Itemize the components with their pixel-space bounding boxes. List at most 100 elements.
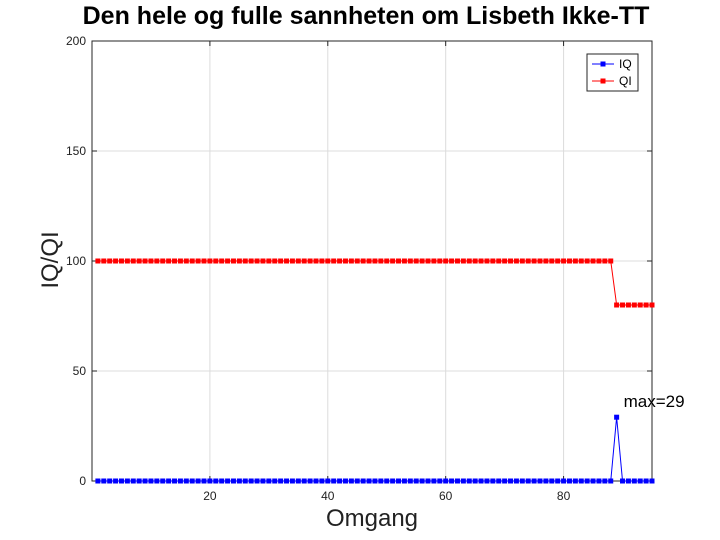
y-tick-label: 0 bbox=[79, 474, 86, 488]
data-point bbox=[284, 258, 290, 264]
data-point bbox=[401, 478, 407, 484]
data-point bbox=[348, 258, 354, 264]
data-point bbox=[390, 478, 396, 484]
data-point bbox=[219, 478, 225, 484]
data-point bbox=[466, 258, 472, 264]
data-point bbox=[643, 478, 649, 484]
data-point bbox=[443, 258, 449, 264]
data-point bbox=[396, 478, 402, 484]
data-point bbox=[172, 478, 178, 484]
data-point bbox=[189, 478, 195, 484]
data-point bbox=[454, 258, 460, 264]
data-point bbox=[596, 478, 602, 484]
data-point bbox=[289, 478, 295, 484]
data-point bbox=[307, 258, 313, 264]
data-point bbox=[484, 258, 490, 264]
data-point bbox=[130, 258, 136, 264]
data-point bbox=[278, 478, 284, 484]
data-point bbox=[614, 302, 620, 308]
data-point bbox=[148, 478, 154, 484]
data-point bbox=[401, 258, 407, 264]
data-point bbox=[272, 478, 278, 484]
y-tick-label: 100 bbox=[66, 254, 86, 268]
data-point bbox=[425, 478, 431, 484]
data-point bbox=[183, 478, 189, 484]
data-point bbox=[596, 258, 602, 264]
data-point bbox=[460, 258, 466, 264]
data-point bbox=[543, 478, 549, 484]
data-point bbox=[101, 478, 107, 484]
chart-title: Den hele og fulle sannheten om Lisbeth I… bbox=[83, 2, 650, 30]
data-point bbox=[366, 258, 372, 264]
series-layer bbox=[95, 258, 655, 484]
data-point bbox=[561, 478, 567, 484]
data-point bbox=[160, 258, 166, 264]
data-point bbox=[566, 258, 572, 264]
data-point bbox=[313, 258, 319, 264]
data-point bbox=[443, 478, 449, 484]
data-point bbox=[113, 258, 119, 264]
data-point bbox=[354, 258, 360, 264]
data-point bbox=[242, 258, 248, 264]
data-point bbox=[225, 478, 231, 484]
data-point bbox=[118, 258, 124, 264]
data-point bbox=[360, 258, 366, 264]
data-point bbox=[154, 478, 160, 484]
data-point bbox=[631, 302, 637, 308]
data-point bbox=[366, 478, 372, 484]
data-point bbox=[154, 258, 160, 264]
data-point bbox=[360, 478, 366, 484]
data-point bbox=[201, 478, 207, 484]
data-point bbox=[384, 258, 390, 264]
data-point bbox=[213, 478, 219, 484]
data-point bbox=[236, 478, 242, 484]
data-point bbox=[189, 258, 195, 264]
data-point bbox=[354, 478, 360, 484]
data-point bbox=[537, 258, 543, 264]
y-tick-label: 200 bbox=[66, 34, 86, 48]
data-point bbox=[643, 302, 649, 308]
y-axis-label: IQ/QI bbox=[37, 231, 64, 288]
data-point bbox=[513, 258, 519, 264]
data-point bbox=[195, 478, 201, 484]
data-point bbox=[508, 478, 514, 484]
data-point bbox=[490, 478, 496, 484]
data-point bbox=[584, 258, 590, 264]
data-point bbox=[425, 258, 431, 264]
data-point bbox=[525, 258, 531, 264]
data-point bbox=[295, 258, 301, 264]
data-point bbox=[130, 478, 136, 484]
data-point bbox=[195, 258, 201, 264]
data-point bbox=[113, 478, 119, 484]
data-point bbox=[213, 258, 219, 264]
data-point bbox=[508, 258, 514, 264]
data-point bbox=[519, 478, 525, 484]
y-tick-label: 150 bbox=[66, 144, 86, 158]
data-point bbox=[437, 478, 443, 484]
data-point bbox=[555, 258, 561, 264]
data-point bbox=[136, 258, 142, 264]
data-point bbox=[266, 478, 272, 484]
data-point bbox=[614, 414, 620, 420]
series-line bbox=[97, 260, 652, 306]
data-point bbox=[437, 258, 443, 264]
data-point bbox=[278, 258, 284, 264]
data-point bbox=[502, 258, 508, 264]
data-point bbox=[289, 258, 295, 264]
data-point bbox=[284, 478, 290, 484]
y-tick-label: 50 bbox=[73, 364, 87, 378]
data-point bbox=[307, 478, 313, 484]
data-point bbox=[466, 478, 472, 484]
data-point bbox=[572, 478, 578, 484]
x-axis-label: Omgang bbox=[326, 505, 418, 532]
data-point bbox=[248, 258, 254, 264]
data-point bbox=[325, 258, 331, 264]
data-point bbox=[384, 478, 390, 484]
data-point bbox=[230, 478, 236, 484]
axis-ticks: 20 40 60 80 0 50 100 150 200 bbox=[66, 34, 652, 503]
data-point bbox=[549, 478, 555, 484]
data-point bbox=[484, 478, 490, 484]
data-point bbox=[325, 478, 331, 484]
data-point bbox=[460, 478, 466, 484]
data-point bbox=[555, 478, 561, 484]
